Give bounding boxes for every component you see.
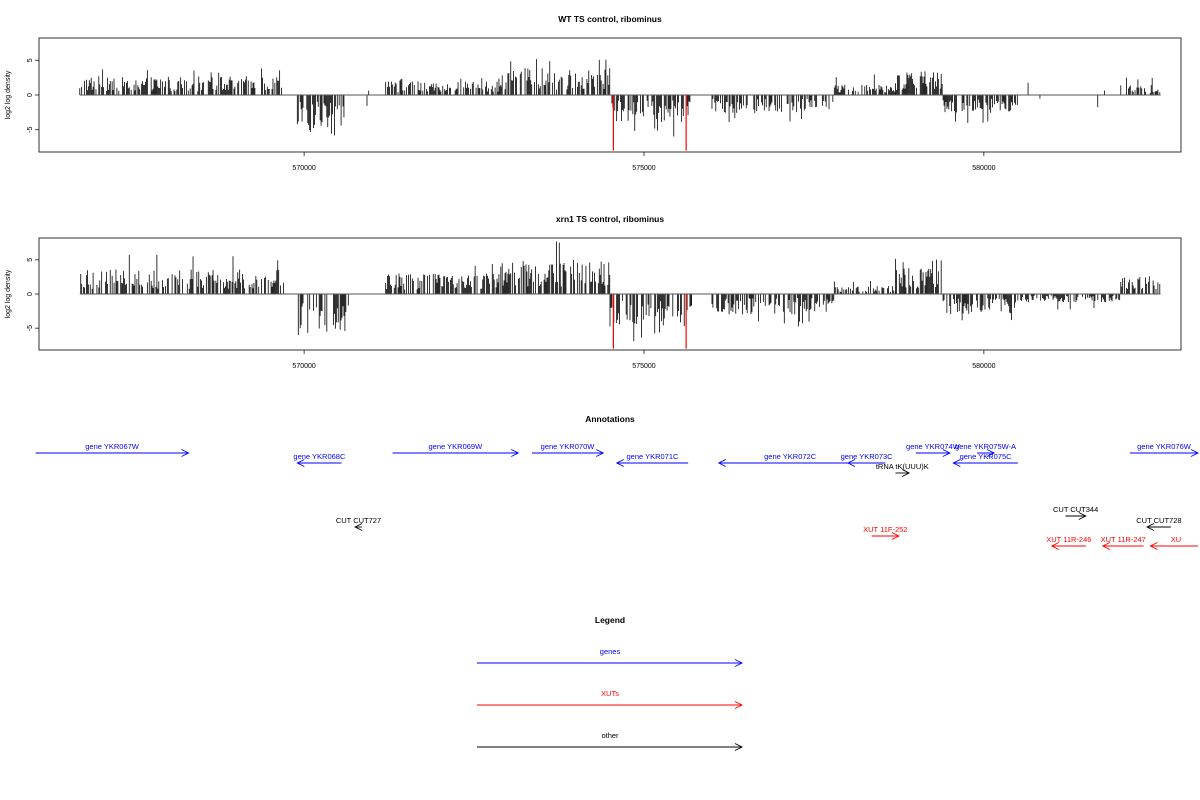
arrow-head [354, 523, 363, 531]
arrow-head [734, 743, 744, 751]
arrow-head [596, 449, 605, 457]
arrow-head [1050, 542, 1060, 550]
coverage-bars [79, 241, 1161, 349]
feature-label: XU [1171, 535, 1181, 544]
arrow-head [891, 532, 900, 540]
feature-cut-cut344: CUT CUT344 [1053, 505, 1098, 520]
feature-list: gene YKR067W gene YKR068C gene YKR069W gene… [35, 442, 1200, 550]
feature-label: gene YKR067W [85, 442, 140, 451]
feature-gene-ykr073c: gene YKR073C [841, 452, 894, 467]
x-tick-label: 575000 [632, 363, 655, 370]
y-tick-label: 5 [27, 58, 34, 62]
feature-label: gene YKR076W [1137, 442, 1192, 451]
feature-label: gene YKR071C [626, 452, 679, 461]
feature-label: gene YKR075W-A [955, 442, 1016, 451]
feature-label: gene YKR072C [764, 452, 817, 461]
legend-title: Legend [595, 615, 625, 625]
feature-xut-11r-247: XUT 11R-247 [1101, 535, 1146, 550]
feature-gene-ykr067w: gene YKR067W [35, 442, 190, 457]
xrn1-coverage-panel: xrn1 TS control, ribominus 5 0 -5 570000 575… [5, 214, 1182, 370]
arrow-head [986, 449, 996, 457]
arrow-head [1146, 523, 1155, 531]
feature-label: CUT CUT727 [336, 516, 381, 525]
panel-axes: 5 0 -5 570000 575000 580000 [27, 258, 996, 370]
legend-label: genes [600, 647, 621, 656]
arrow-head [734, 659, 744, 667]
panel-title: WT TS control, ribominus [558, 14, 662, 24]
feature-label: gene YKR075C [960, 452, 1013, 461]
feature-xut-11f-252: XUT 11F-252 [863, 525, 907, 540]
feature-label: CUT CUT728 [1136, 516, 1181, 525]
y-tick-label: -5 [27, 127, 34, 133]
y-tick-label: -5 [27, 325, 34, 331]
panel-axes: 5 0 -5 570000 575000 580000 [27, 58, 996, 172]
x-tick-label: 575000 [632, 165, 655, 172]
arrow-head [1190, 449, 1200, 457]
panel-title: xrn1 TS control, ribominus [556, 214, 664, 224]
x-tick-label: 580000 [972, 165, 995, 172]
feature-xu: XU [1149, 535, 1198, 550]
x-tick-label: 570000 [292, 363, 315, 370]
feature-gene-ykr075c: gene YKR075C [952, 452, 1018, 467]
arrow-head [181, 449, 190, 457]
feature-label: tRNA tK(UUU)K [876, 462, 929, 471]
legend-label: XUTs [601, 689, 619, 698]
feature-label: XUT 11F-252 [863, 525, 907, 534]
arrow-head [901, 469, 911, 477]
feature-gene-ykr072c: gene YKR072C [717, 452, 862, 467]
feature-gene-ykr071c: gene YKR071C [615, 452, 689, 467]
arrow-head [734, 701, 744, 709]
feature-label: gene YKR073C [841, 452, 894, 461]
feature-gene-ykr074w: gene YKR074W [906, 442, 961, 457]
feature-gene-ykr069w: gene YKR069W [392, 442, 520, 457]
arrow-head [511, 449, 520, 457]
y-axis-label: log2 log density [5, 269, 12, 318]
feature-label: gene YKR069W [429, 442, 484, 451]
legend-item-other: other [477, 731, 744, 751]
annotations-title: Annotations [585, 414, 635, 424]
arrow-head [296, 459, 305, 467]
y-axis-label: log2 log density [5, 70, 12, 119]
feature-cut-cut728: CUT CUT728 [1136, 516, 1182, 531]
legend-item-genes: genes [477, 647, 744, 667]
feature-label: gene YKR074W [906, 442, 961, 451]
arrow-head [717, 459, 726, 467]
feature-label: CUT CUT344 [1053, 505, 1098, 514]
feature-label: gene YKR068C [293, 452, 346, 461]
x-tick-label: 580000 [972, 363, 995, 370]
legend-label: other [601, 731, 619, 740]
feature-label: XUT 11R-246 [1046, 535, 1091, 544]
feature-gene-ykr070w: gene YKR070W [531, 442, 605, 457]
y-tick-label: 0 [27, 93, 34, 97]
arrow-head [1101, 542, 1111, 550]
arrow-head [942, 449, 951, 457]
wt-coverage-panel: WT TS control, ribominus 5 0 -5 570000 57500… [5, 14, 1182, 172]
legend-item-xuts: XUTs [477, 689, 744, 709]
y-tick-label: 0 [27, 292, 34, 296]
feature-xut-11r-246: XUT 11R-246 [1046, 535, 1091, 550]
legend-items: genes XUTs other [477, 647, 744, 751]
coverage-bars [79, 59, 1161, 151]
feature-gene-ykr075w-a: gene YKR075W-A [955, 442, 1016, 457]
feature-cut-cut727: CUT CUT727 [336, 516, 381, 531]
feature-label: gene YKR070W [541, 442, 596, 451]
arrow-head [846, 459, 856, 467]
feature-gene-ykr076w: gene YKR076W [1130, 442, 1200, 457]
arrow-head [952, 459, 961, 467]
arrow-head [1149, 542, 1158, 550]
arrow-head [1078, 512, 1087, 520]
feature-trna-tk-uuu-k: tRNA tK(UUU)K [876, 462, 929, 477]
arrow-head [615, 459, 624, 467]
feature-gene-ykr068c: gene YKR068C [293, 452, 346, 467]
y-tick-label: 5 [27, 258, 34, 262]
x-tick-label: 570000 [292, 165, 315, 172]
feature-label: XUT 11R-247 [1101, 535, 1146, 544]
legend: Legend genes XUTs other [477, 615, 744, 751]
